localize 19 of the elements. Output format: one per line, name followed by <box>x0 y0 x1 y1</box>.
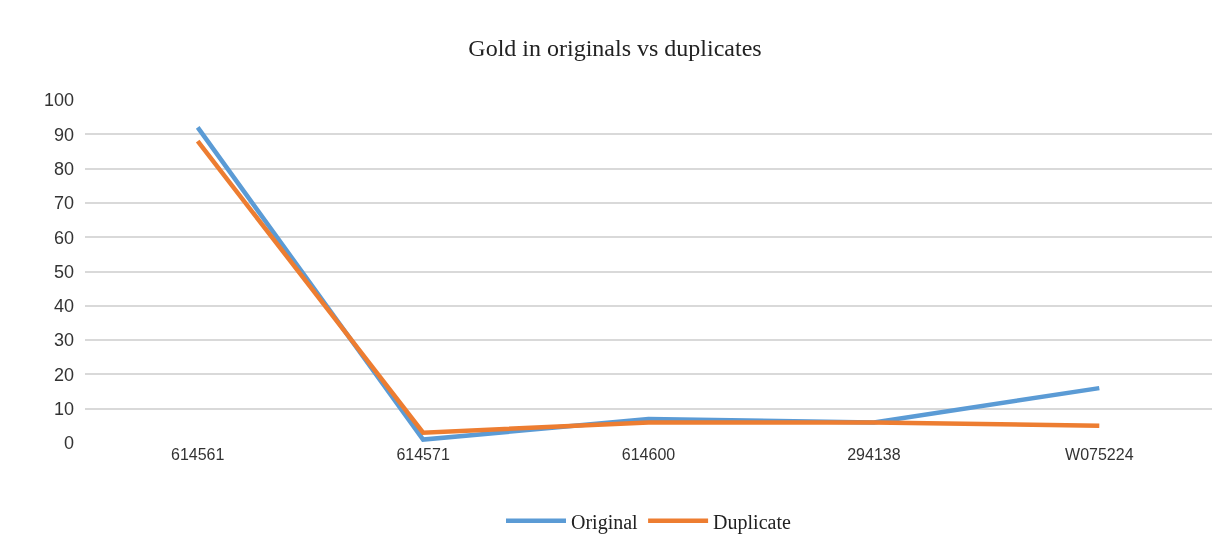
y-tick-label: 20 <box>53 364 74 385</box>
y-tick-label: 90 <box>53 124 74 145</box>
y-tick-label: 10 <box>53 399 74 419</box>
chart-title: Gold in originals vs duplicates <box>468 34 762 61</box>
x-tick-label: 614561 <box>171 446 225 463</box>
x-tick-label: W075224 <box>1065 446 1134 463</box>
y-tick-label: 0 <box>63 433 74 454</box>
x-tick-label: 614571 <box>396 446 450 463</box>
x-tick-label: 614600 <box>621 446 676 463</box>
y-tick-label: 70 <box>53 193 74 214</box>
legend-label: Original <box>571 510 639 534</box>
y-tick-label: 80 <box>53 158 74 179</box>
y-tick-label: 100 <box>43 90 74 111</box>
legend-label: Duplicate <box>713 510 791 534</box>
y-tick-label: 40 <box>53 296 74 317</box>
y-tick-label: 50 <box>53 261 74 282</box>
x-tick-label: 294138 <box>847 446 901 463</box>
y-tick-label: 60 <box>53 227 74 248</box>
y-tick-label: 30 <box>53 330 74 351</box>
